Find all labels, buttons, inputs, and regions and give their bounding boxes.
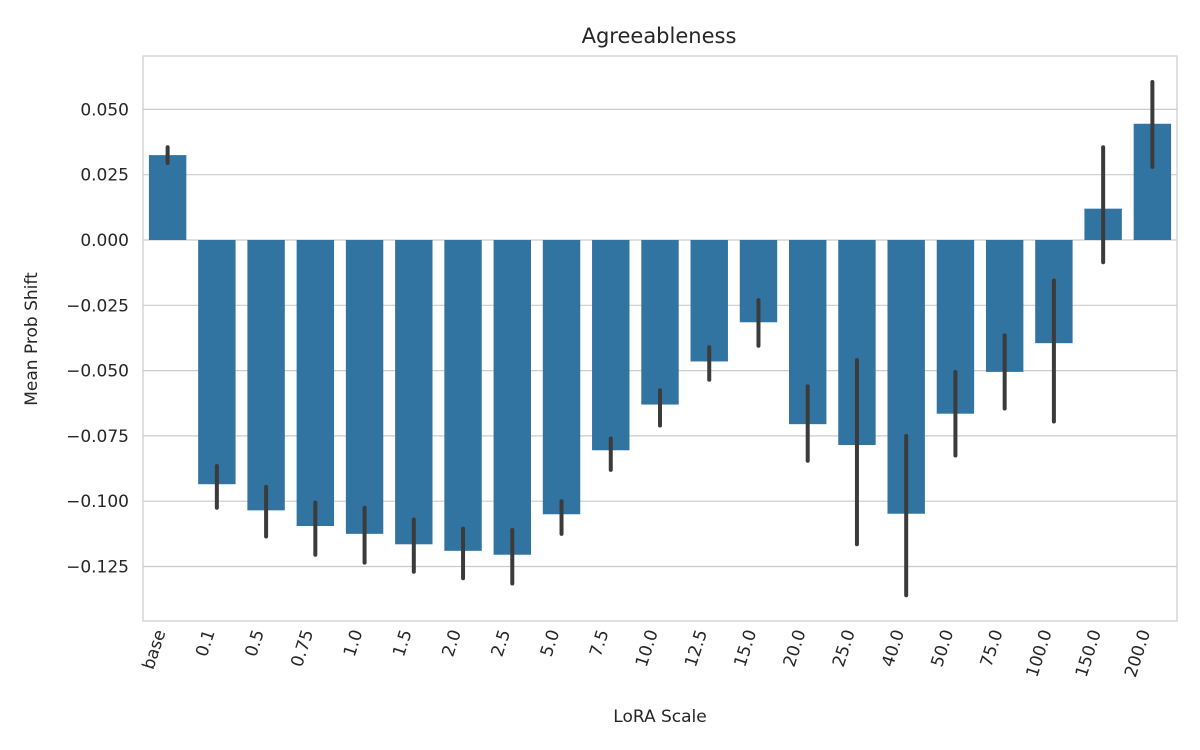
error-bars xyxy=(165,79,1155,598)
x-tick-label: 0.1 xyxy=(192,627,219,659)
x-tick-label: 5.0 xyxy=(537,627,564,659)
x-tick-label: 100.0 xyxy=(1023,627,1057,679)
y-tick-label: −0.100 xyxy=(66,492,129,512)
x-tick-label: 75.0 xyxy=(977,627,1008,669)
x-tick-label: 7.5 xyxy=(586,627,613,659)
bar-2.0 xyxy=(444,240,482,551)
y-tick-label: −0.050 xyxy=(66,362,129,382)
x-tick-label: 25.0 xyxy=(829,627,860,669)
bar-0.1 xyxy=(198,240,236,485)
y-tick-labels: 0.050 0.025 0.000 −0.025 −0.050 −0.075 −0.100 −… xyxy=(66,100,129,577)
bar-0.5 xyxy=(247,240,285,511)
x-tick-label: 1.5 xyxy=(389,627,416,659)
x-tick-label: 40.0 xyxy=(878,627,909,669)
x-axis-label: LoRA Scale xyxy=(613,707,706,727)
x-tick-label: 150.0 xyxy=(1072,627,1106,679)
x-tick-label: 0.5 xyxy=(241,627,268,659)
bar-1.0 xyxy=(345,240,384,534)
x-tick-label: 10.0 xyxy=(632,627,663,669)
x-tick-label: 15.0 xyxy=(731,627,762,669)
y-axis-label: Mean Prob Shift xyxy=(22,272,42,406)
y-tick-label: −0.125 xyxy=(66,558,129,578)
x-tick-labels: base 0.1 0.5 0.75 1.0 1.5 2.0 2.5 5.0 7.5 10.0 12.5… xyxy=(139,627,1155,679)
x-tick-label: 50.0 xyxy=(927,627,958,669)
x-tick-label: 12.5 xyxy=(681,627,712,669)
x-tick-label: 20.0 xyxy=(780,627,811,669)
bar-0.75 xyxy=(296,240,335,527)
x-tick-label: 2.0 xyxy=(438,627,465,659)
y-tick-label: 0.050 xyxy=(80,100,129,120)
x-tick-label: 2.5 xyxy=(488,627,515,659)
bar-12.5 xyxy=(690,240,728,362)
bar-7.5 xyxy=(592,240,630,451)
x-tick-label: base xyxy=(139,627,171,672)
bars xyxy=(148,123,1172,555)
bar-5.0 xyxy=(542,240,581,515)
y-tick-label: 0.000 xyxy=(80,231,129,251)
y-tick-label: −0.025 xyxy=(66,296,129,316)
bar-2.5 xyxy=(493,240,531,555)
y-tick-label: −0.075 xyxy=(66,427,129,447)
bar-10.0 xyxy=(641,240,679,405)
chart-title: Agreeableness xyxy=(582,24,737,48)
x-tick-label: 0.75 xyxy=(287,627,318,669)
bar-base xyxy=(148,155,187,240)
x-tick-label: 200.0 xyxy=(1121,627,1155,679)
plot-frame xyxy=(142,55,1178,622)
bar-1.5 xyxy=(395,240,433,545)
x-tick-label: 1.0 xyxy=(340,627,367,659)
y-tick-label: 0.025 xyxy=(80,166,129,186)
